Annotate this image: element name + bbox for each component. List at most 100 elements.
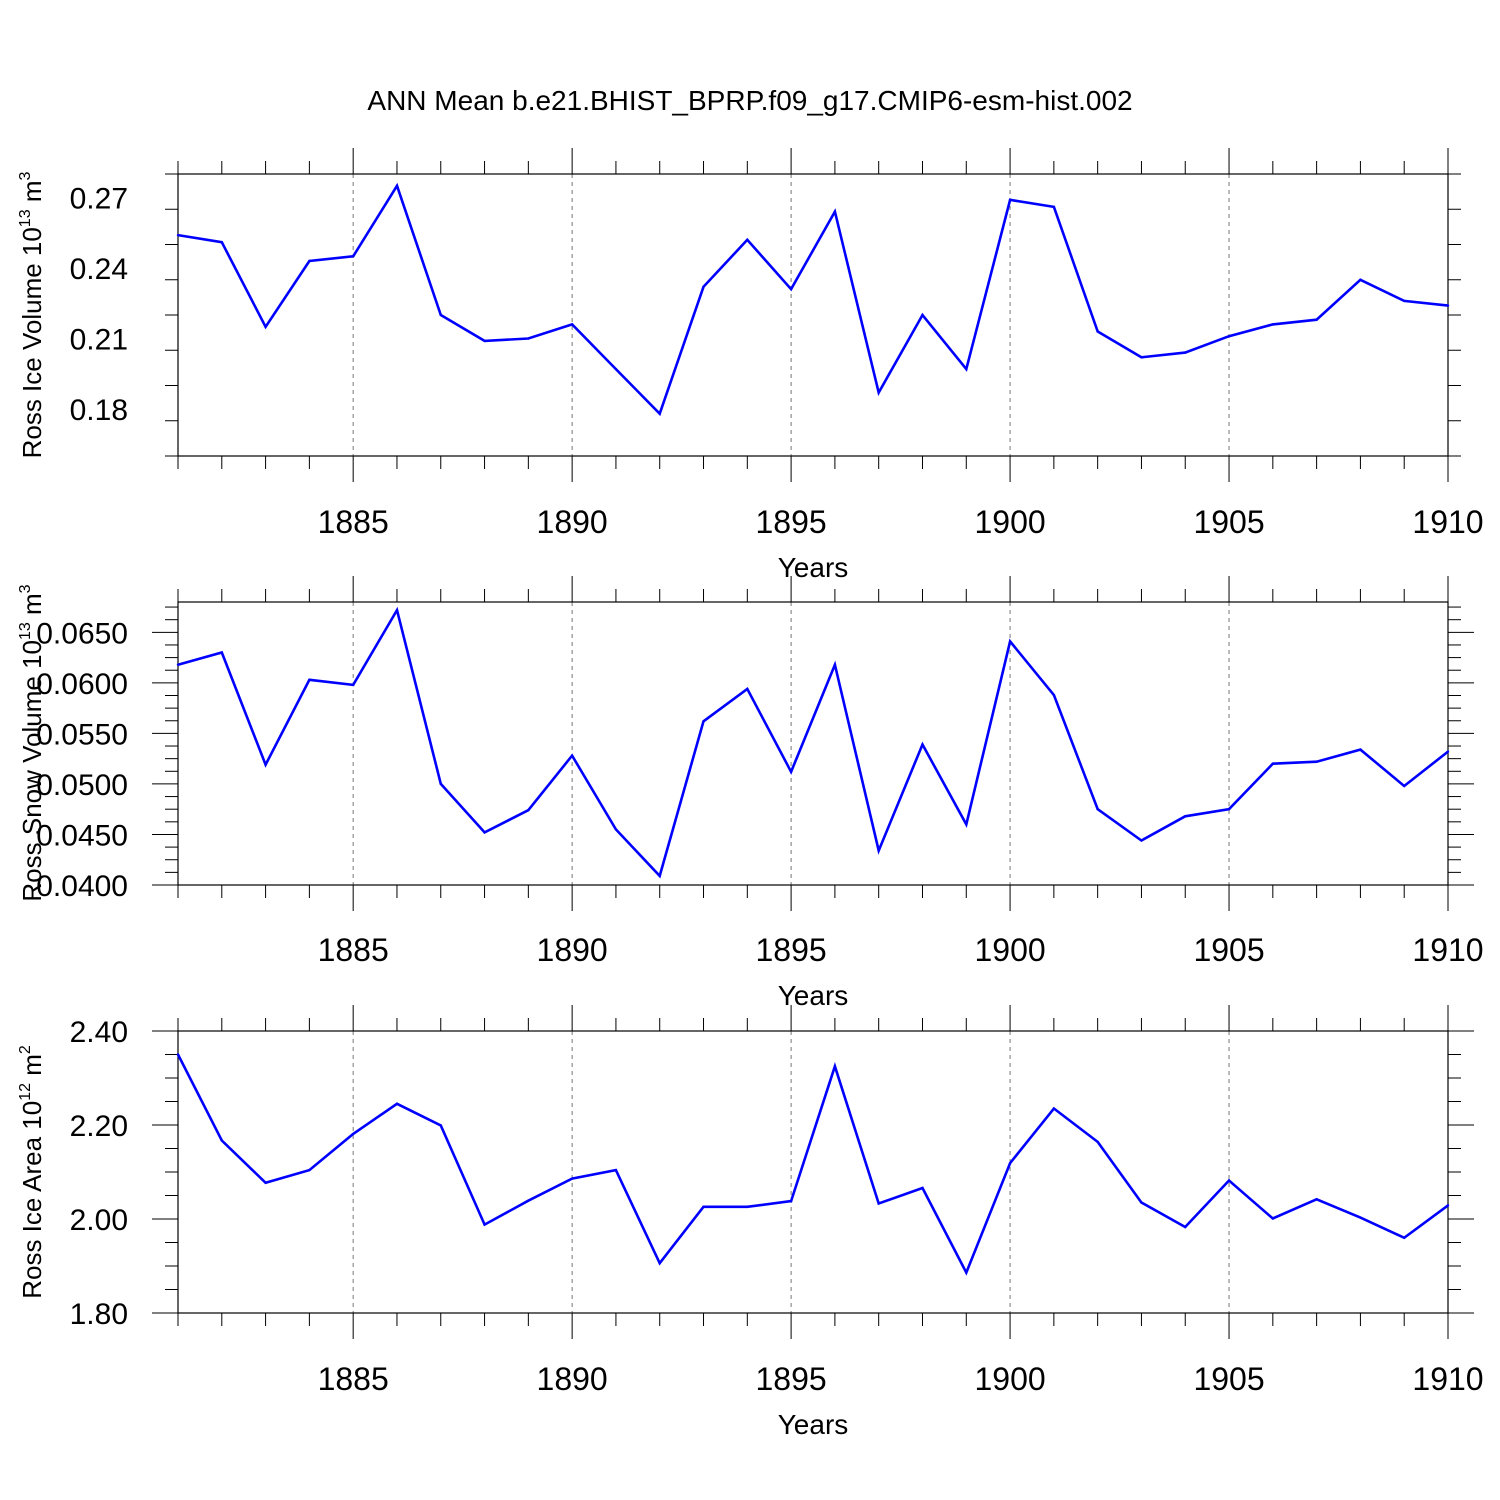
data-point <box>1096 1140 1099 1144</box>
y-tick-label: 0.0450 <box>36 819 128 852</box>
data-point <box>483 831 486 834</box>
data-point <box>1359 278 1362 281</box>
data-point <box>1140 356 1143 359</box>
x-axis-label: Years <box>778 1409 849 1440</box>
data-point <box>351 1132 355 1136</box>
y-tick-label: 1.80 <box>70 1298 128 1331</box>
y-tick-label: 0.18 <box>70 394 128 427</box>
x-tick-label: 1895 <box>756 504 827 540</box>
data-point <box>1096 807 1099 811</box>
data-point <box>1140 1201 1143 1204</box>
data-point <box>351 683 355 687</box>
data-point <box>1359 748 1362 751</box>
data-point <box>1403 1236 1406 1240</box>
data-point <box>1227 334 1231 338</box>
y-tick-label: 0.0400 <box>36 870 128 903</box>
data-point <box>1096 330 1099 333</box>
data-point <box>220 1139 223 1142</box>
data-point <box>1184 815 1187 818</box>
data-point <box>789 1199 793 1203</box>
y-tick-label: 0.27 <box>70 183 128 216</box>
data-point <box>614 1168 618 1172</box>
data-point <box>439 1124 442 1127</box>
data-point <box>921 313 924 317</box>
data-point <box>176 663 180 666</box>
x-tick-label: 1910 <box>1412 1361 1483 1397</box>
data-point <box>1271 323 1275 326</box>
data-point <box>746 238 749 241</box>
data-point <box>746 687 749 691</box>
panel-ross-ice-area: 1.80 2.00 2.20 2.40 1885 1890 1895 1900 1905 1910… <box>17 1005 1484 1440</box>
data-point <box>1184 351 1187 354</box>
y-tick-label: 2.00 <box>70 1204 128 1237</box>
data-point <box>439 313 442 317</box>
x-tick-label: 1900 <box>974 932 1045 968</box>
data-point <box>395 184 399 187</box>
data-point <box>1052 205 1056 209</box>
data-point <box>395 1102 399 1106</box>
data-point <box>176 1053 180 1056</box>
x-tick-label: 1905 <box>1193 1361 1264 1397</box>
data-point <box>877 849 880 852</box>
y-tick-label: 0.21 <box>70 324 128 357</box>
y-tick-label: 2.40 <box>70 1016 128 1049</box>
y-tick-label: 0.0600 <box>36 668 128 701</box>
x-tick-label: 1900 <box>974 1361 1045 1397</box>
data-point <box>308 1168 311 1172</box>
x-tick-label: 1890 <box>537 504 608 540</box>
data-point <box>1446 1204 1450 1207</box>
data-point <box>264 325 267 328</box>
x-tick-label: 1885 <box>318 1361 389 1397</box>
x-tick-label: 1910 <box>1412 932 1483 968</box>
y-axis-label: Ross Snow Volume 1013 m3 <box>17 584 47 901</box>
data-point <box>1008 198 1012 202</box>
data-point <box>1446 304 1450 307</box>
y-tick-label: 0.0500 <box>36 769 128 802</box>
data-point <box>833 1065 837 1068</box>
data-point <box>1315 760 1318 763</box>
data-point <box>965 1271 968 1274</box>
data-point <box>877 391 880 394</box>
data-point <box>483 1223 486 1226</box>
data-point <box>1271 762 1275 765</box>
data-point <box>658 412 661 415</box>
y-axis-label: Ross Ice Area 1012 m2 <box>17 1045 47 1299</box>
data-point <box>264 1181 267 1185</box>
data-point <box>1446 750 1450 753</box>
y-tick-label: 2.20 <box>70 1110 128 1143</box>
data-point <box>264 763 267 766</box>
data-point <box>1008 1161 1012 1165</box>
series-line <box>177 182 1449 417</box>
data-point <box>1315 318 1318 321</box>
y-axis-label: Ross Ice Volume 1013 m3 <box>17 171 47 458</box>
data-point <box>1052 693 1056 697</box>
x-tick-label: 1905 <box>1193 504 1264 540</box>
data-point <box>921 1186 924 1190</box>
data-point <box>308 678 311 682</box>
data-point <box>702 285 705 288</box>
data-point <box>220 651 223 654</box>
panel-ross-ice-volume: 0.18 0.21 0.24 0.27 1885 1890 1895 1900 1905 1910… <box>17 148 1484 583</box>
x-tick-label: 1905 <box>1193 932 1264 968</box>
data-point <box>1359 1216 1362 1219</box>
data-point <box>658 1261 661 1265</box>
data-point <box>1271 1217 1275 1220</box>
data-point <box>570 1177 574 1180</box>
data-point <box>1403 299 1406 303</box>
data-point <box>921 743 924 746</box>
data-point <box>1008 640 1012 643</box>
data-point <box>527 337 530 340</box>
data-point <box>527 809 530 812</box>
data-point <box>176 233 180 237</box>
data-point <box>1227 807 1231 811</box>
data-point <box>877 1202 880 1205</box>
data-point <box>395 608 399 612</box>
data-point <box>658 874 661 878</box>
data-point <box>702 1205 705 1208</box>
chart-title: ANN Mean b.e21.BHIST_BPRP.f09_g17.CMIP6-… <box>367 85 1132 116</box>
x-tick-label: 1910 <box>1412 504 1483 540</box>
x-tick-label: 1895 <box>756 1361 827 1397</box>
data-point <box>1184 1225 1187 1229</box>
data-point <box>439 782 442 786</box>
data-point <box>965 367 968 371</box>
